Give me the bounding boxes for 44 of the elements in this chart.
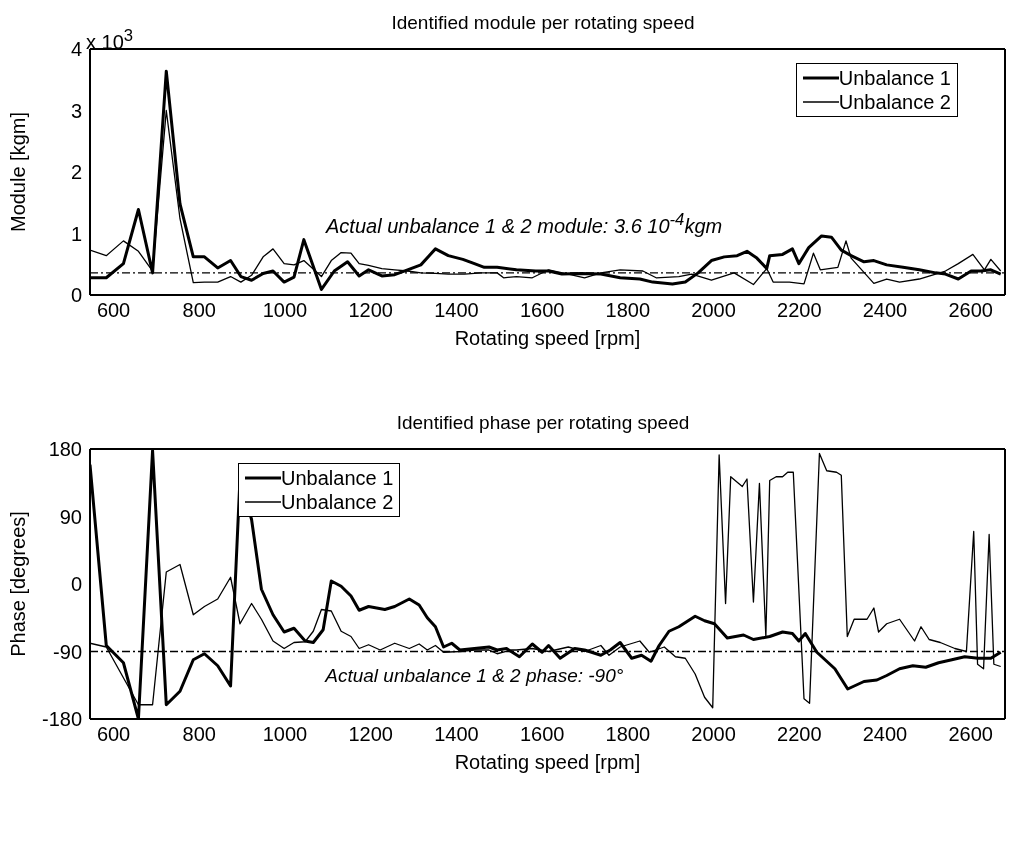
y-tick-label: -180 bbox=[41, 708, 82, 731]
x-tick-label: 2400 bbox=[862, 723, 908, 746]
x-tick-label: 1400 bbox=[434, 723, 479, 746]
y-axis-title: Module [kgm] bbox=[7, 111, 30, 233]
x-tick-label: 2400 bbox=[862, 299, 908, 322]
x-tick-label: 1800 bbox=[605, 299, 651, 322]
x-tick-label: 1600 bbox=[519, 723, 565, 746]
y-tick-label: 90 bbox=[59, 505, 82, 528]
chart-title: Identified module per rotating speed bbox=[391, 12, 695, 33]
x-tick-label: 1600 bbox=[519, 299, 565, 322]
legend-label: Unbalance 2 bbox=[838, 90, 951, 114]
x-tick-label: 2000 bbox=[691, 299, 736, 322]
y-tick-label: -90 bbox=[53, 640, 82, 663]
x-axis-title: Rotating speed [rpm] bbox=[454, 327, 641, 349]
y-tick-label: 4 bbox=[70, 38, 82, 61]
y-tick-label: 2 bbox=[70, 161, 82, 184]
legend-label: Unbalance 1 bbox=[281, 466, 394, 490]
x-axis-title: Rotating speed [rpm] bbox=[454, 751, 641, 773]
x-tick-label: 600 bbox=[96, 723, 131, 746]
y-tick-label: 1 bbox=[70, 222, 82, 245]
y-tick-label: 0 bbox=[70, 284, 82, 307]
ref-line-label: Actual unbalance 1 & 2 phase: -90° bbox=[324, 664, 624, 686]
x-tick-label: 800 bbox=[182, 299, 216, 322]
x-tick-label: 600 bbox=[96, 299, 131, 322]
y-axis-title: Phase [degrees] bbox=[7, 511, 30, 657]
annotation: Actual unbalance 1 & 2 module: 3.6 10$^{-4}$kgm bbox=[326, 210, 723, 238]
x-tick-label: 1000 bbox=[262, 723, 308, 746]
legend-label: Unbalance 2 bbox=[281, 490, 394, 514]
x-tick-label: 1000 bbox=[262, 299, 308, 322]
x-tick-label: 1200 bbox=[348, 299, 393, 322]
y-tick-label: 3 bbox=[70, 99, 82, 122]
x-tick-label: 1200 bbox=[348, 723, 393, 746]
x-tick-label: 2600 bbox=[948, 299, 993, 322]
x-tick-label: 1800 bbox=[605, 723, 651, 746]
chart-title: Identified phase per rotating speed bbox=[395, 411, 691, 435]
legend-label: Unbalance 1 bbox=[838, 66, 951, 90]
y-tick-label: 0 bbox=[70, 573, 82, 596]
x-tick-label: 1400 bbox=[434, 299, 479, 322]
x-tick-label: 2600 bbox=[948, 723, 993, 746]
x-tick-label: 2200 bbox=[777, 299, 822, 322]
y-tick-label: 180 bbox=[48, 438, 82, 461]
x-tick-label: 2200 bbox=[777, 723, 822, 746]
x-tick-label: 800 bbox=[182, 723, 216, 746]
x-tick-label: 2000 bbox=[691, 723, 736, 746]
